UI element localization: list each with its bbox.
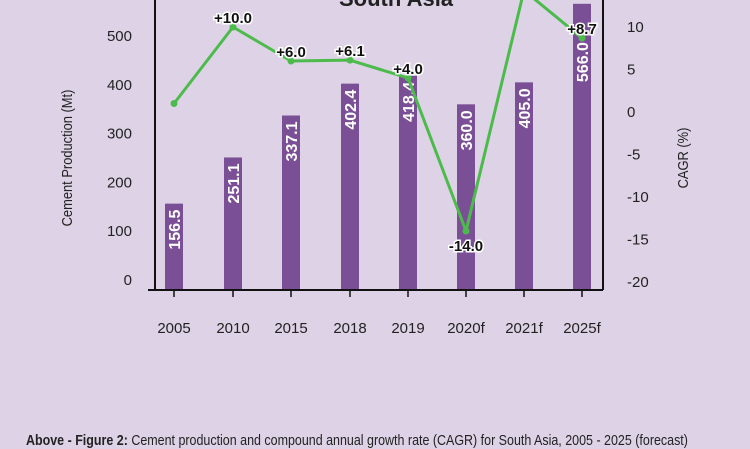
bar-2015 [282, 115, 300, 290]
cagr-point-2005 [170, 100, 178, 107]
axes-group: 2005 2010 2015 2018 2019 2020f 2021f 2025f01002… [107, 0, 649, 337]
x-tick-label: 2020f [447, 320, 485, 337]
cagr-label: -14.0 [449, 238, 483, 255]
caption-text: Cement production and compound annual gr… [127, 433, 688, 449]
left-tick-label: 100 [107, 223, 132, 240]
left-tick-label: 300 [107, 126, 132, 143]
x-tick-label: 2019 [391, 320, 424, 337]
bar-label: 156.5 [167, 210, 184, 250]
chart-title: South Asia [339, 0, 454, 11]
cagr-label: +6.1 [335, 43, 365, 60]
bar-2005 [165, 203, 183, 290]
bar-2021f [515, 82, 533, 290]
x-tick-label: 2021f [505, 320, 543, 337]
figure-caption: Above - Figure 2: Cement production and … [26, 433, 688, 449]
x-tick-label: 2010 [216, 320, 249, 337]
right-tick-label: -10 [627, 189, 649, 206]
x-tick-label: 2015 [274, 320, 307, 337]
cagr-point-2019 [404, 74, 412, 82]
bar-label: 566.0 [575, 42, 592, 82]
bar-label: 251.1 [226, 163, 243, 203]
left-tick-label: 0 [124, 272, 132, 289]
x-tick-label: 2025f [563, 320, 601, 337]
bar-2020f [457, 104, 475, 290]
right-tick-label: 0 [627, 104, 635, 121]
cagr-line [172, 0, 583, 233]
cagr-point-2018 [346, 56, 354, 64]
cagr-label: +10.0 [214, 10, 252, 27]
left-tick-label: 400 [107, 77, 132, 94]
cagr-point-2020f [462, 227, 470, 235]
cagr-label: +6.0 [276, 44, 306, 61]
cagr-point-2010 [229, 23, 237, 31]
cagr-label: +4.0 [393, 61, 423, 78]
line-group: +10.0 +6.0 +6.1 +4.0 -14.0 +8.7 [170, 0, 598, 257]
left-axis-label: Cement Production (Mt) [58, 90, 75, 227]
x-tick-label: 2005 [157, 320, 190, 337]
bar-2010 [224, 157, 242, 290]
bar-2019 [399, 75, 417, 290]
bar-2018 [341, 83, 359, 290]
left-tick-label: 200 [107, 174, 132, 191]
left-tick-label: 500 [107, 28, 132, 45]
bar-label: 405.0 [517, 88, 534, 128]
bar-2025f [573, 3, 591, 291]
bar-label: 360.0 [459, 110, 476, 150]
x-tick-label: 2018 [333, 320, 366, 337]
right-tick-label: -5 [627, 147, 640, 164]
bar-label: 337.1 [284, 121, 301, 161]
bar-label: 402.4 [343, 90, 360, 130]
right-tick-label: 5 [627, 62, 635, 79]
caption-bold: Above - Figure 2: [26, 433, 128, 449]
right-tick-label: -20 [627, 274, 649, 291]
cagr-point-2025f [578, 34, 586, 42]
cagr-point-2015 [287, 57, 295, 65]
right-axis-label: CAGR (%) [674, 128, 691, 189]
right-tick-label: -15 [627, 232, 649, 249]
cagr-label: +8.7 [567, 21, 597, 38]
right-tick-label: 10 [627, 19, 644, 36]
